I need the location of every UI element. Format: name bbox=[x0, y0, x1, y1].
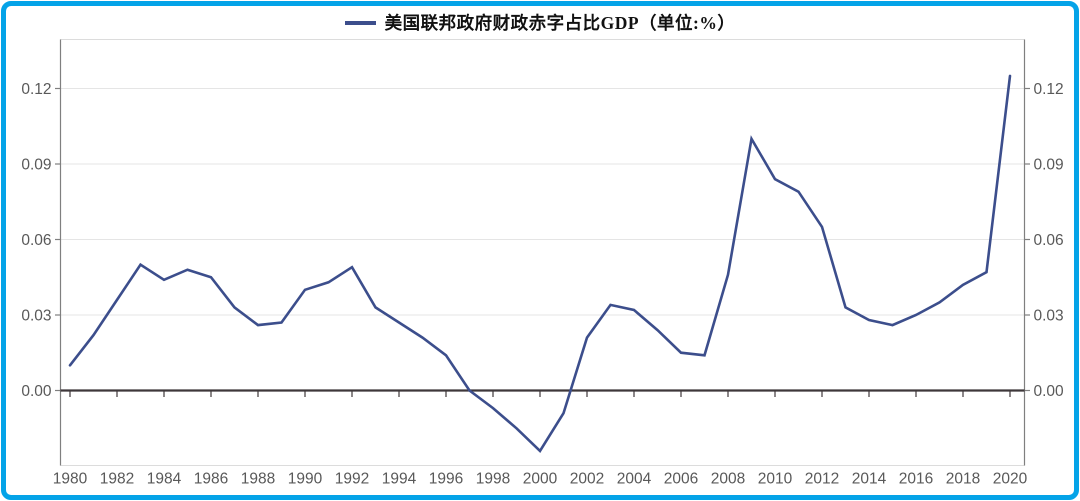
y-axis-tick-label-left: 0.09 bbox=[21, 156, 51, 173]
y-axis-tick-label-left: 0.00 bbox=[21, 383, 52, 400]
legend-label: 美国联邦政府财政赤字占比GDP（单位:%） bbox=[384, 13, 736, 33]
y-axis-tick-label-left: 0.12 bbox=[21, 81, 51, 98]
x-axis-tick-label: 2008 bbox=[711, 471, 745, 488]
y-axis-tick-label-right: 0.09 bbox=[1034, 156, 1064, 173]
x-axis-tick-label: 2014 bbox=[852, 471, 887, 488]
y-axis-tick-label-right: 0.00 bbox=[1034, 383, 1065, 400]
x-axis-tick-label: 1996 bbox=[429, 471, 463, 488]
y-axis-tick-label-right: 0.12 bbox=[1034, 81, 1064, 98]
legend-line-marker bbox=[344, 20, 376, 25]
x-axis-tick-label: 2004 bbox=[617, 471, 652, 488]
x-axis-tick-label: 2000 bbox=[523, 471, 558, 488]
x-axis-tick-label: 2002 bbox=[570, 471, 604, 488]
x-axis-tick-label: 1992 bbox=[335, 471, 369, 488]
x-axis-tick-label: 1980 bbox=[53, 471, 88, 488]
x-axis-tick-label: 1988 bbox=[241, 471, 275, 488]
deficit-line-series bbox=[68, 74, 1012, 453]
x-axis-tick-label: 2010 bbox=[758, 471, 793, 488]
x-axis-tick-label: 1986 bbox=[194, 471, 228, 488]
y-axis-tick-label-left: 0.06 bbox=[21, 232, 51, 249]
chart-legend: 美国联邦政府财政赤字占比GDP（单位:%） bbox=[0, 10, 1080, 35]
y-axis-tick-label-right: 0.06 bbox=[1034, 232, 1064, 249]
x-axis-tick-label: 1998 bbox=[476, 471, 510, 488]
x-axis-tick-label: 2012 bbox=[805, 471, 839, 488]
x-axis-tick-label: 2018 bbox=[946, 471, 980, 488]
x-axis-tick-label: 1990 bbox=[288, 471, 323, 488]
x-axis-tick-label: 1994 bbox=[382, 471, 417, 488]
y-axis-tick-label-right: 0.03 bbox=[1034, 307, 1064, 324]
y-axis-tick-label-left: 0.03 bbox=[21, 307, 51, 324]
x-axis-tick-label: 1982 bbox=[100, 471, 134, 488]
x-axis-tick-label: 2020 bbox=[993, 471, 1028, 488]
x-axis-tick-label: 1984 bbox=[147, 471, 182, 488]
x-axis-tick-label: 2016 bbox=[899, 471, 933, 488]
x-axis-tick-label: 2006 bbox=[664, 471, 698, 488]
